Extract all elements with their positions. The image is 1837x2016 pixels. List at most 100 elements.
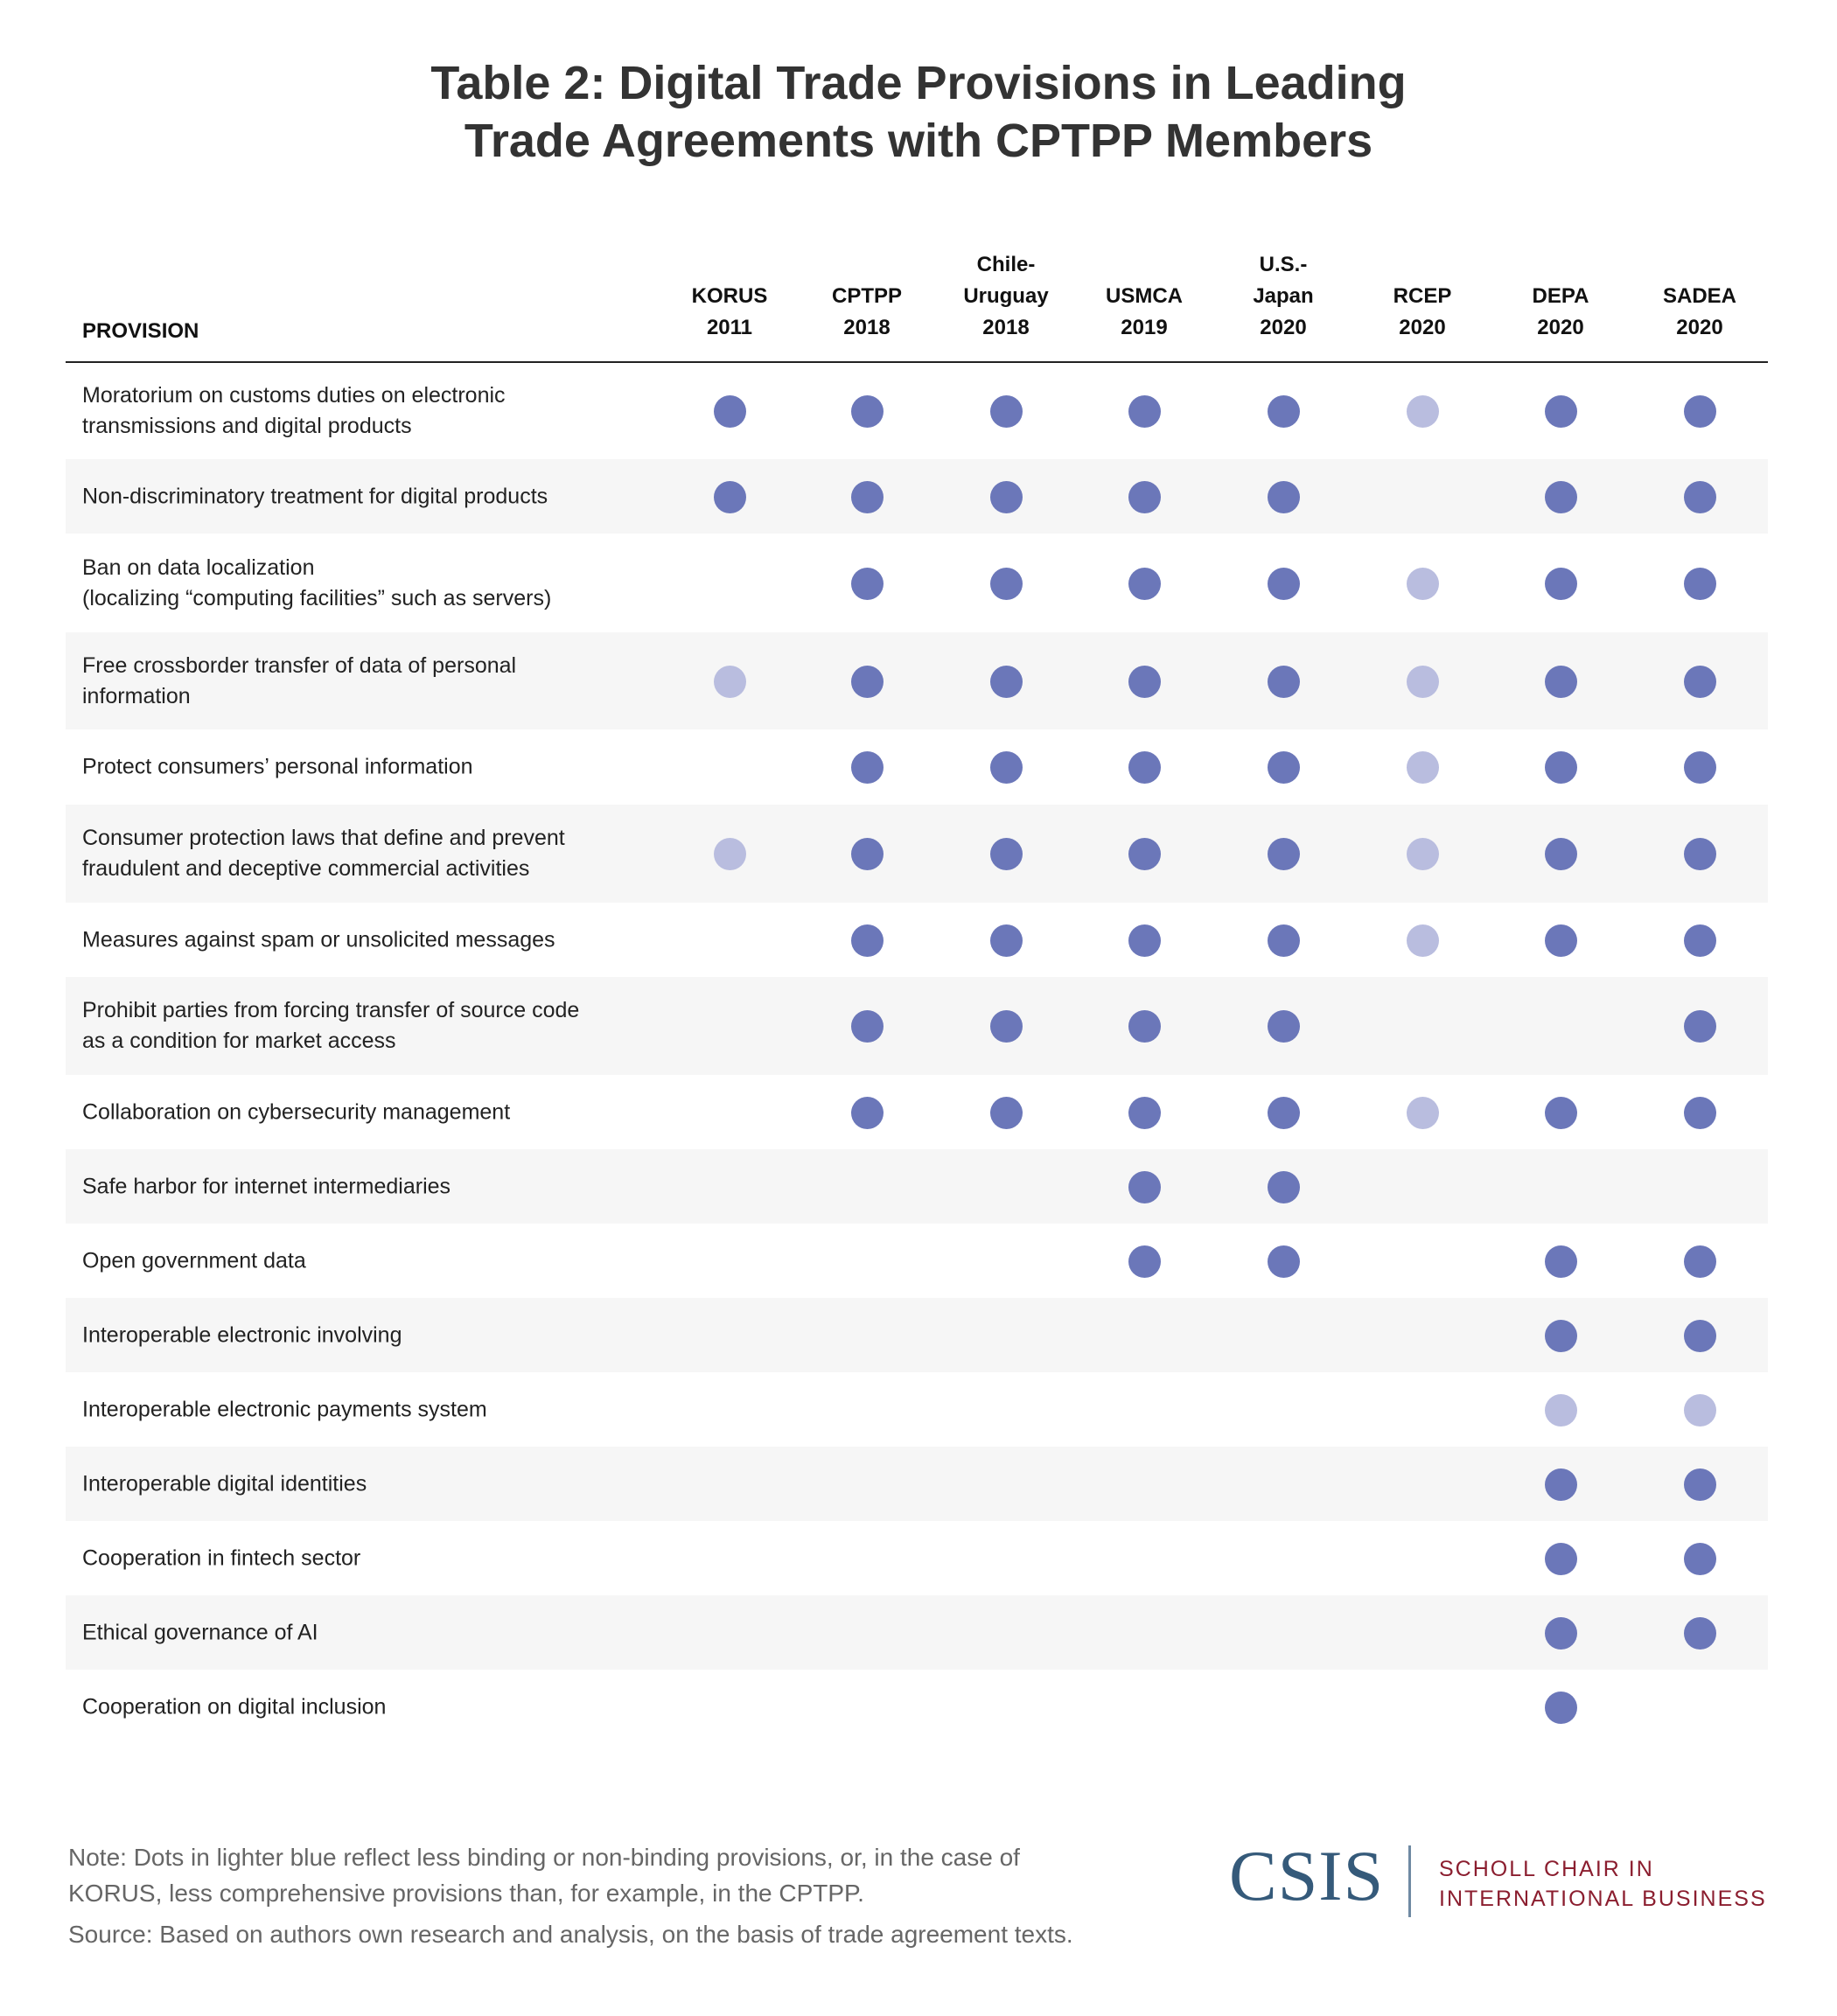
provision-dot [1545,1542,1577,1575]
provision-dot [1128,924,1161,957]
table-row: Cooperation in fintech sector [66,1521,1768,1595]
provision-dot [851,1096,884,1129]
provision-dot [1545,1616,1577,1650]
table-row: Prohibit parties from forcing transfer o… [66,977,1768,1075]
provision-label: Open government data [82,1248,306,1273]
provision-dot [1128,1245,1161,1278]
provision-dot [1684,1096,1716,1129]
table-row: Measures against spam or unsolicited mes… [66,903,1768,977]
provision-dot [1684,1319,1716,1352]
provision-label: Non-discriminatory treatment for digital… [82,484,548,508]
provision-dot [1128,665,1161,698]
provision-label: Ban on data localization (localizing “co… [82,555,552,610]
provision-dot [851,480,884,513]
provision-dot [1128,480,1161,513]
provision-dot [1128,751,1161,784]
table-body: Moratorium on customs duties on electron… [66,363,1768,1744]
provision-dot [1545,1245,1577,1278]
provision-dot [990,1010,1023,1043]
provision-dot-light [714,665,746,698]
provision-dot-light [1407,838,1439,870]
column-header-usmca: USMCA 2019 [1106,284,1183,339]
provision-dot [1268,480,1300,513]
provision-dot [1545,924,1577,957]
provision-dot [1545,1319,1577,1352]
provision-label: Measures against spam or unsolicited mes… [82,927,555,952]
provision-label: Interoperable digital identities [82,1471,367,1496]
provision-dot [990,838,1023,870]
provision-label: Interoperable electronic involving [82,1322,402,1347]
provision-dot [1545,751,1577,784]
column-header-rcep: RCEP 2020 [1393,284,1452,339]
provision-dot [1684,1010,1716,1043]
provision-dot-light [1684,1393,1716,1427]
provision-dot [1268,567,1300,600]
provision-label: Safe harbor for internet intermediaries [82,1174,451,1198]
provision-dot [1268,395,1300,428]
provision-dot [1268,1010,1300,1043]
provision-label: Cooperation in fintech sector [82,1545,361,1570]
table-row: Safe harbor for internet intermediaries [66,1149,1768,1224]
provision-dot [990,751,1023,784]
table-row: Interoperable electronic payments system [66,1372,1768,1447]
provision-dot [851,924,884,957]
logo-subtitle: SCHOLL CHAIR IN INTERNATIONAL BUSINESS [1439,1857,1767,1911]
provision-dot [1268,1096,1300,1129]
column-header-us-japan: U.S.- Japan 2020 [1253,253,1314,339]
provision-dot [851,665,884,698]
logo-divider [1408,1845,1411,1917]
column-header-chile-uruguay: Chile- Uruguay 2018 [963,253,1049,339]
provision-dot [1684,395,1716,428]
provision-dot-light [714,838,746,870]
provision-label: Protect consumers’ personal information [82,754,473,779]
provision-dot [851,1010,884,1043]
table-row: Open government data [66,1224,1768,1298]
table-row: Consumer protection laws that define and… [66,805,1768,903]
provision-dot [990,567,1023,600]
provision-label: Ethical governance of AI [82,1620,318,1644]
provision-dot [1268,751,1300,784]
provision-dot [1684,567,1716,600]
provision-label: Collaboration on cybersecurity managemen… [82,1099,511,1124]
column-header-cptpp: CPTPP 2018 [831,284,902,339]
provision-dot [1684,1245,1716,1278]
provision-label: Consumer protection laws that define and… [82,826,565,881]
provision-dot [1128,1170,1161,1203]
provision-dot-light [1407,567,1439,600]
csis-logo: CSIS [1229,1836,1385,1915]
table-row: Protect consumers’ personal information [66,729,1768,805]
provision-dot [1268,1170,1300,1203]
provision-dot-light [1407,1096,1439,1129]
provision-dot [1128,1010,1161,1043]
provision-dot [1268,1245,1300,1278]
provision-label: Prohibit parties from forcing transfer o… [82,998,580,1053]
provision-dot [1684,838,1716,870]
provision-dot [1545,395,1577,428]
provision-dot [990,1096,1023,1129]
provision-dot [990,395,1023,428]
page-title: Table 2: Digital Trade Provisions in Lea… [430,57,1407,167]
table-row: Non-discriminatory treatment for digital… [66,459,1768,534]
provision-dot [714,395,746,428]
note: Note: Dots in lighter blue reflect less … [68,1844,1020,1907]
column-header-provision: PROVISION [82,319,199,343]
provision-dot [990,924,1023,957]
provision-dot [1545,1691,1577,1724]
provision-label: Cooperation on digital inclusion [82,1694,387,1719]
column-header-sadea: SADEA 2020 [1662,284,1736,339]
provision-dot [1128,567,1161,600]
provision-dot [1684,924,1716,957]
provision-dot [1545,480,1577,513]
provision-dot [1545,665,1577,698]
provision-dot [1684,751,1716,784]
provision-dot [1128,1096,1161,1129]
provision-dot [1684,665,1716,698]
provision-dot [1684,1616,1716,1650]
provision-dot [1545,838,1577,870]
table-row: Collaboration on cybersecurity managemen… [66,1075,1768,1149]
provision-dot [1128,395,1161,428]
provision-dot-light [1407,751,1439,784]
provision-label: Interoperable electronic payments system [82,1397,487,1421]
provision-dot [1268,924,1300,957]
provision-dot [851,567,884,600]
